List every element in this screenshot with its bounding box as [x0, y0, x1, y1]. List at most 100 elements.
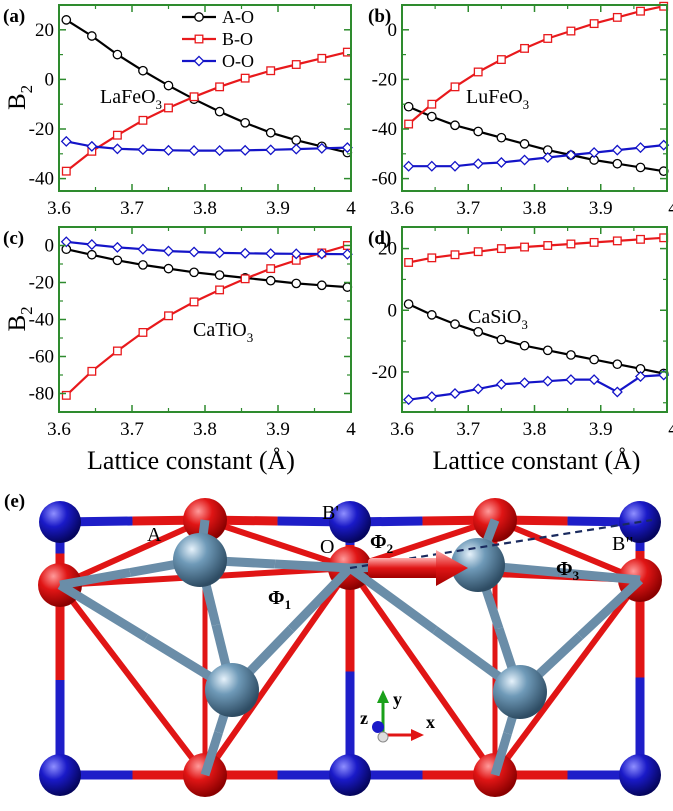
- data-point: [163, 80, 174, 91]
- bond: [57, 583, 208, 777]
- bond: [287, 564, 354, 633]
- data-point: [111, 143, 123, 155]
- data-point: [61, 390, 71, 400]
- data-point: [634, 371, 647, 383]
- data-point: [473, 326, 484, 337]
- data-point: [214, 247, 226, 259]
- data-point: [566, 26, 576, 36]
- data-point: [520, 43, 530, 53]
- data-point: [542, 375, 554, 387]
- data-point: [589, 354, 599, 365]
- bond: [493, 517, 642, 583]
- data-point: [163, 263, 174, 274]
- data-point: [164, 311, 173, 321]
- series-line-o-o: [66, 240, 348, 256]
- data-point: [611, 386, 623, 398]
- data-point: [215, 82, 225, 92]
- data-point: [138, 115, 148, 125]
- label-B-double-prime: B": [612, 533, 634, 555]
- a-site-atom: [493, 665, 547, 719]
- axis-x-label: x: [426, 712, 435, 732]
- data-point: [86, 140, 98, 152]
- y-tick-label: 20: [35, 20, 54, 41]
- y-tick-label: -20: [29, 119, 54, 140]
- bond: [347, 566, 498, 777]
- y-tick-label: 0: [388, 20, 398, 41]
- x-tick-label: 3.7: [120, 419, 144, 440]
- data-point: [87, 31, 97, 41]
- b-site-atom: [329, 501, 371, 543]
- a-site-atom: [173, 533, 227, 587]
- data-point: [240, 117, 250, 128]
- data-point: [112, 346, 122, 356]
- x-tick-label: 3.6: [47, 198, 71, 219]
- data-point: [403, 101, 414, 112]
- x-tick-label: 4: [668, 419, 673, 440]
- data-point: [611, 144, 623, 156]
- data-point: [450, 82, 460, 92]
- b-site-atom: [619, 754, 661, 796]
- bond: [576, 576, 644, 640]
- data-point: [239, 144, 251, 156]
- y-tick-label: -40: [29, 169, 54, 190]
- y-tick-label: 0: [388, 300, 398, 321]
- x-tick-label: 3.9: [266, 419, 290, 440]
- chart-panel-1: 3.6 3.7 3.8 3.9 4 -60 -40 -20 0(b) LuFeO3: [368, 1, 673, 219]
- data-point: [214, 106, 225, 117]
- data-point: [473, 126, 484, 137]
- a-site-atom: [451, 538, 505, 592]
- data-point: [565, 374, 577, 386]
- data-point: [495, 378, 507, 390]
- bond: [204, 517, 351, 571]
- label-phi1: Φ1: [268, 587, 291, 612]
- bond: [482, 518, 500, 545]
- x-tick-label: 3.6: [47, 419, 71, 440]
- data-point: [265, 144, 277, 156]
- data-point: [60, 135, 72, 147]
- data-point: [636, 6, 645, 16]
- data-point: [61, 166, 71, 176]
- x-tick-label: 3.8: [523, 419, 547, 440]
- series-line-a-o: [408, 303, 664, 375]
- data-point: [316, 142, 328, 154]
- data-point: [612, 12, 622, 22]
- data-point: [138, 65, 148, 76]
- data-point: [636, 234, 645, 244]
- data-point: [450, 250, 460, 260]
- data-point: [266, 66, 276, 76]
- data-point: [265, 275, 276, 286]
- data-point: [404, 119, 414, 129]
- displacement-arrow: [368, 550, 468, 586]
- data-point: [215, 285, 225, 295]
- data-point: [87, 249, 97, 260]
- x-axis-label: Lattice constant (Å): [87, 446, 295, 475]
- data-point: [189, 267, 199, 278]
- y-tick-label: -40: [372, 119, 397, 140]
- data-point: [473, 247, 483, 257]
- y-tick-label: -20: [372, 69, 397, 90]
- data-point: [496, 132, 507, 143]
- data-point: [543, 241, 553, 250]
- y-tick-label: 20: [378, 239, 397, 260]
- legend-label: B-O: [222, 29, 253, 49]
- data-point: [404, 258, 414, 267]
- panel-label: (b): [368, 6, 391, 27]
- label-A: A: [147, 524, 162, 546]
- data-point: [138, 327, 148, 337]
- data-point: [60, 236, 72, 248]
- data-point: [450, 319, 460, 329]
- y-tick-label: 0: [45, 236, 55, 257]
- series-line-a-o: [408, 105, 664, 173]
- bond: [490, 732, 512, 777]
- data-point: [403, 394, 415, 406]
- series-line-b-o: [408, 236, 664, 264]
- data-point: [588, 147, 600, 159]
- data-point: [589, 19, 599, 29]
- data-point: [189, 297, 199, 307]
- data-point: [316, 248, 328, 260]
- data-point: [542, 152, 554, 164]
- bond: [558, 568, 641, 585]
- chart-panel-0: 3.6 3.7 3.8 3.9 4 -40 -20 0 20 (a) LaFeO3 B2 A-OB-OO…: [3, 4, 356, 219]
- data-point: [317, 53, 327, 63]
